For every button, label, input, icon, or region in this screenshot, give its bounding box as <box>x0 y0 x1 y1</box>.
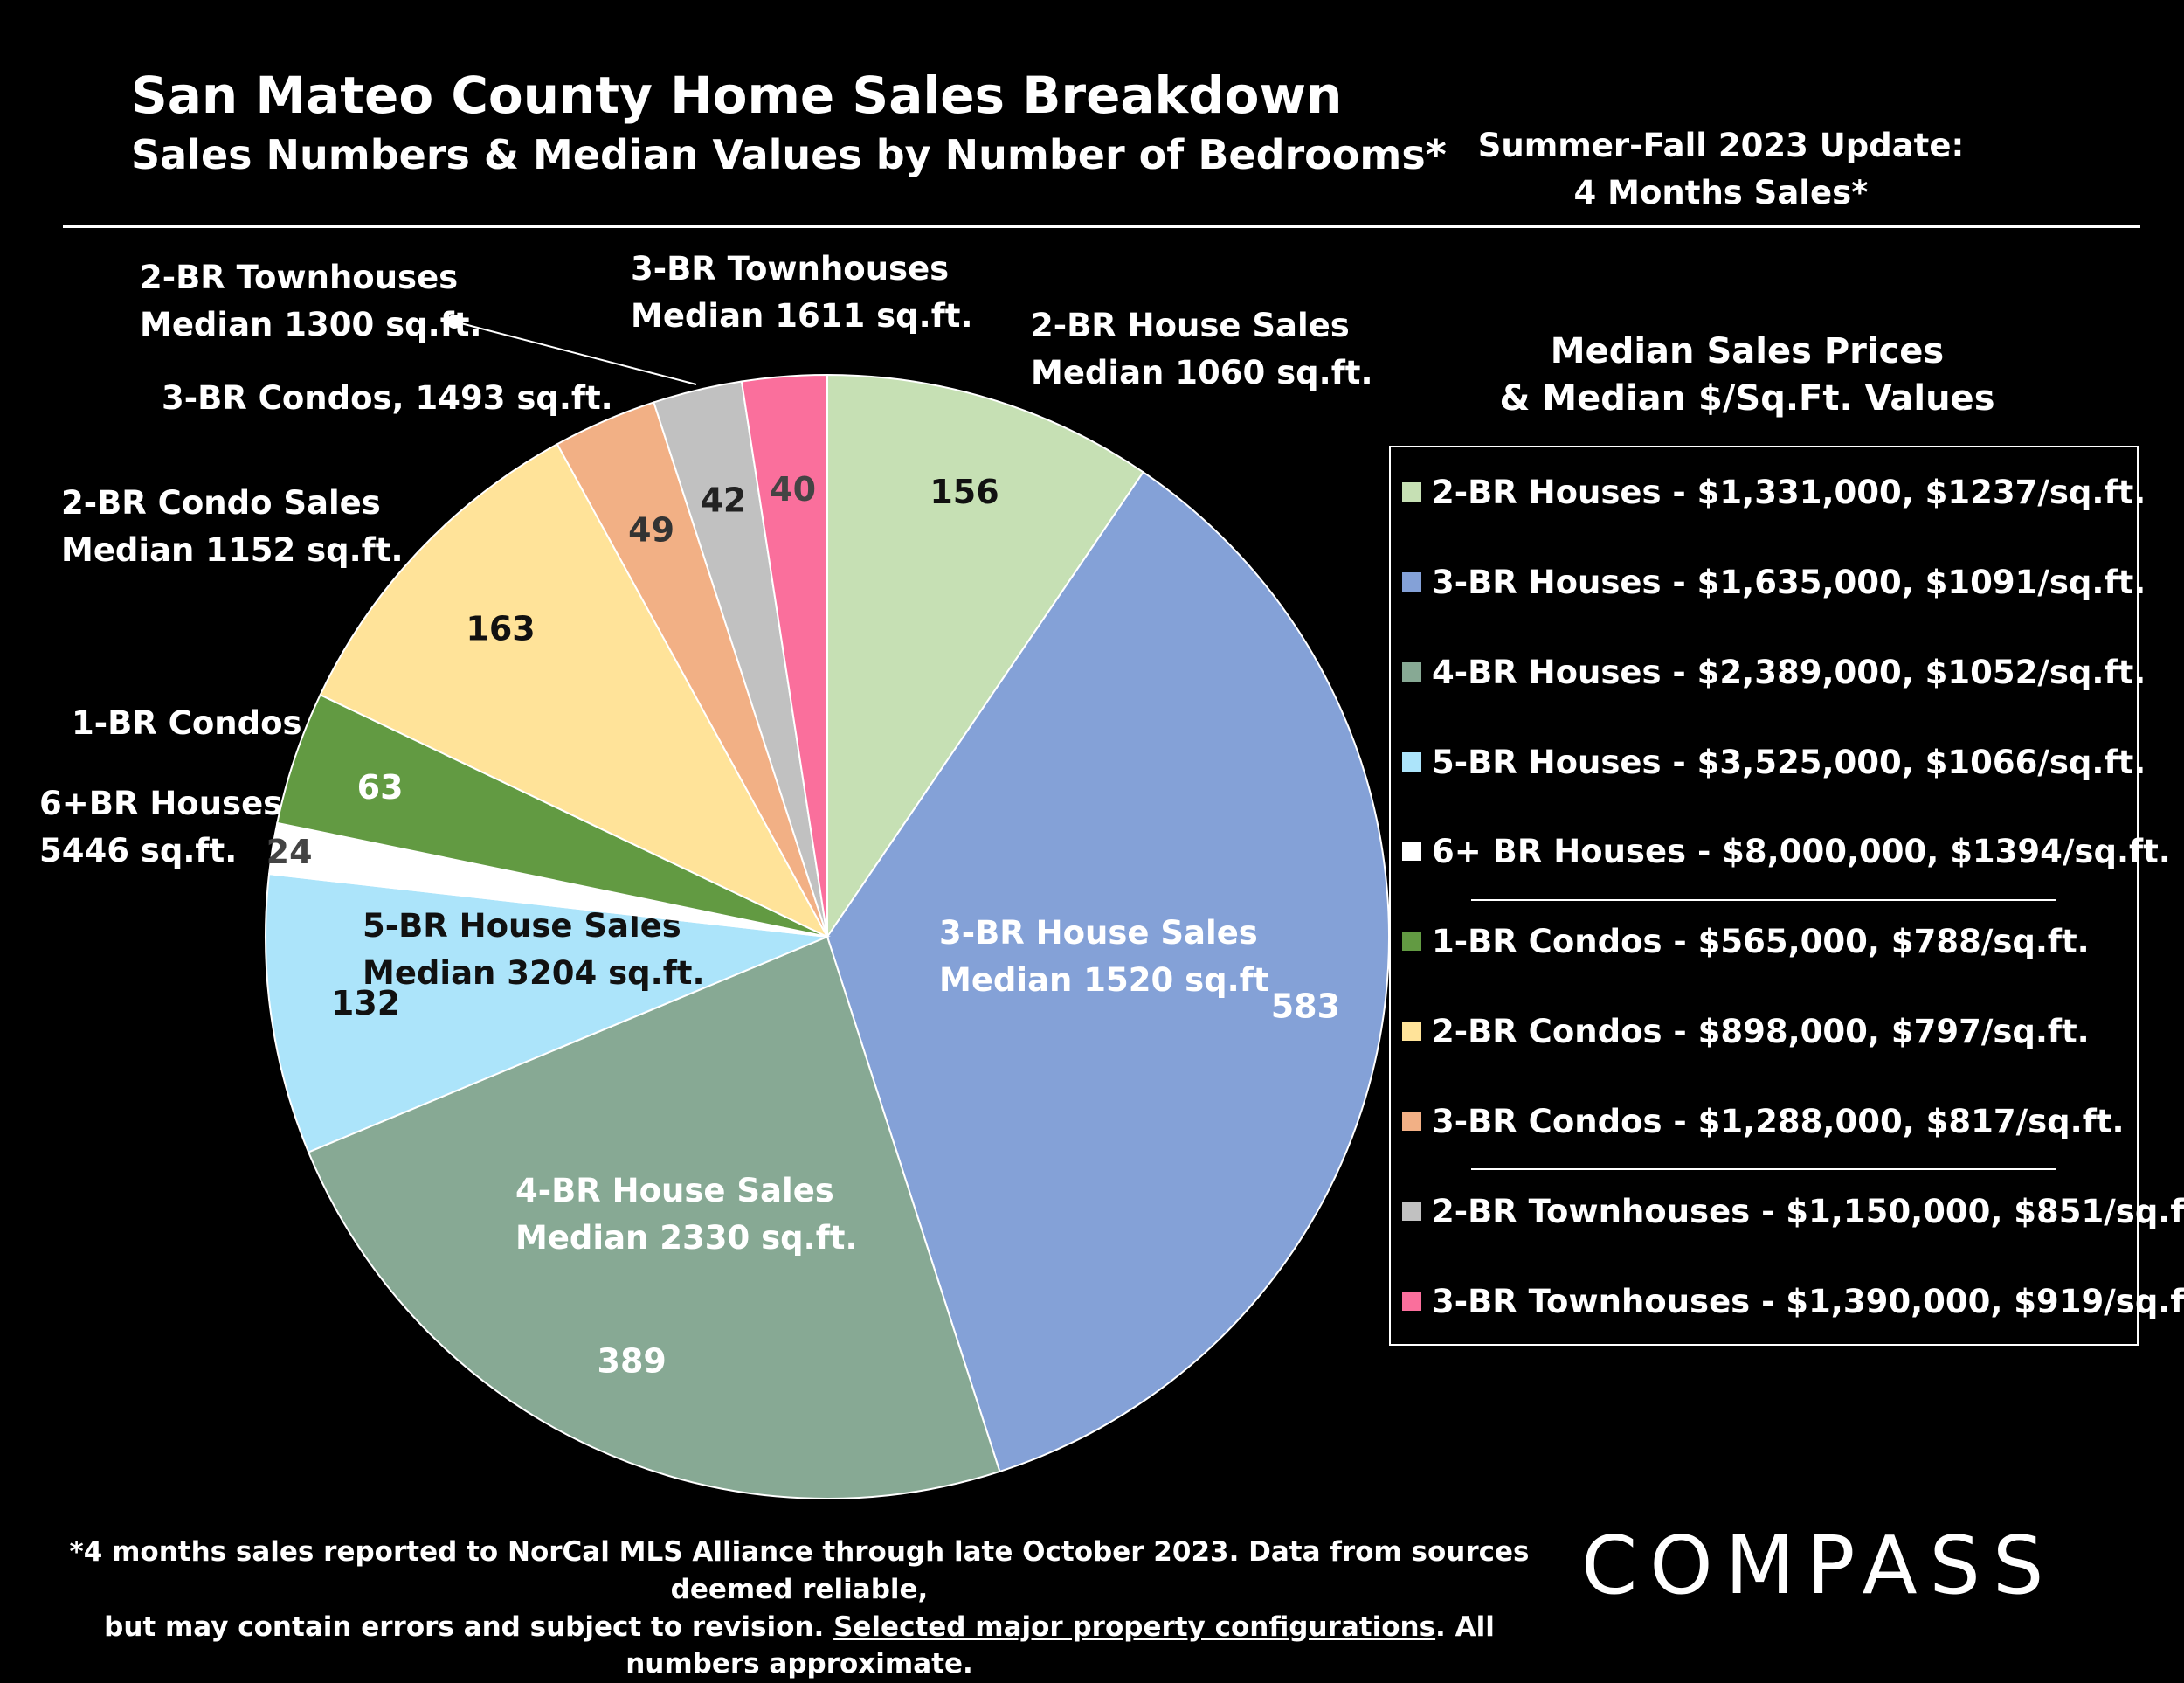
legend-label: 3-BR Houses - $1,635,000, $1091/sq.ft. <box>1432 563 2146 601</box>
slice-callout: 3-BR House Sales Median 1520 sq.ft <box>939 914 1268 999</box>
slice-callout-line: Median 1300 sq.ft. <box>140 306 482 343</box>
slice-callout-line: 2-BR Condo Sales <box>61 484 381 522</box>
slice-value-label: 49 <box>628 511 674 550</box>
slice-callout-line: Median 1060 sq.ft. <box>1031 354 1373 391</box>
legend-item: 2-BR Houses - $1,331,000, $1237/sq.ft. <box>1402 466 2146 518</box>
slice-value-label: 583 <box>1271 987 1340 1026</box>
slice-value-label: 132 <box>331 984 400 1022</box>
slice-callout-line: Median 2330 sq.ft. <box>515 1219 858 1257</box>
legend-title-line-1: Median Sales Prices <box>1550 331 1945 371</box>
legend-title: Median Sales Prices & Median $/Sq.Ft. Va… <box>1441 328 2053 422</box>
update-line-1: Summer-Fall 2023 Update: <box>1477 127 1965 164</box>
legend-item: 4-BR Houses - $2,389,000, $1052/sq.ft. <box>1402 646 2146 698</box>
slice-callout-line: Median 1611 sq.ft. <box>631 297 973 335</box>
legend-swatch <box>1402 932 1421 951</box>
legend-item: 2-BR Condos - $898,000, $797/sq.ft. <box>1402 1005 2090 1057</box>
slice-callout-line: 6+BR Houses <box>39 785 282 822</box>
slice-value-label: 156 <box>930 473 999 511</box>
legend-swatch <box>1402 1202 1421 1221</box>
header-divider <box>63 225 2140 228</box>
callout-leader-dot <box>447 315 461 329</box>
slice-value-label: 24 <box>266 833 313 871</box>
slice-callout-line: 2-BR Townhouses <box>140 259 458 296</box>
slice-value-label: 389 <box>598 1342 667 1381</box>
legend-item: 2-BR Townhouses - $1,150,000, $851/sq.ft… <box>1402 1185 2184 1237</box>
legend-label: 2-BR Condos - $898,000, $797/sq.ft. <box>1432 1012 2090 1050</box>
legend-label: 2-BR Houses - $1,331,000, $1237/sq.ft. <box>1432 473 2146 511</box>
slice-callout: 3-BR Condos, 1493 sq.ft. <box>162 379 613 417</box>
slice-callout: 2-BR Condo Sales Median 1152 sq.ft. <box>61 484 404 569</box>
legend-label: 2-BR Townhouses - $1,150,000, $851/sq.ft… <box>1432 1192 2184 1230</box>
compass-logo: COMPASS <box>1581 1519 2056 1612</box>
chart-title: San Mateo County Home Sales Breakdown <box>131 66 1343 125</box>
slice-callout: 2-BR Townhouses Median 1300 sq.ft. <box>140 259 482 343</box>
slice-callout: 2-BR House Sales Median 1060 sq.ft. <box>1031 307 1373 391</box>
footnote-link: Selected major property configurations <box>833 1610 1436 1643</box>
legend-swatch <box>1402 1022 1421 1041</box>
slice-value-label: 63 <box>357 768 404 807</box>
slice-value-label: 40 <box>770 470 816 509</box>
chart-subtitle: Sales Numbers & Median Values by Number … <box>131 131 1447 178</box>
slice-value-label: 163 <box>466 610 535 648</box>
slice-callout-line: Median 1520 sq.ft <box>939 961 1268 999</box>
legend-label: 3-BR Townhouses - $1,390,000, $919/sq.ft… <box>1432 1282 2184 1320</box>
slice-callout-line: Median 3204 sq.ft. <box>363 954 705 992</box>
legend-label: 1-BR Condos - $565,000, $788/sq.ft. <box>1432 922 2090 960</box>
callout-leader-line <box>453 321 697 385</box>
legend-item: 5-BR Houses - $3,525,000, $1066/sq.ft. <box>1402 736 2146 788</box>
slice-callout: 3-BR Townhouses Median 1611 sq.ft. <box>631 250 973 335</box>
legend-item: 1-BR Condos - $565,000, $788/sq.ft. <box>1402 915 2090 967</box>
legend-swatch <box>1402 1292 1421 1311</box>
pie-slice <box>826 373 1145 940</box>
slice-callout-line: 5446 sq.ft. <box>39 832 237 869</box>
legend-separator <box>1471 899 2056 901</box>
legend-item: 6+ BR Houses - $8,000,000, $1394/sq.ft. <box>1402 825 2171 877</box>
legend-swatch <box>1402 842 1421 861</box>
legend-title-line-2: & Median $/Sq.Ft. Values <box>1499 378 1995 419</box>
pie-slice <box>826 470 1390 1473</box>
slice-callout-line: Median 1152 sq.ft. <box>61 531 404 569</box>
legend-label: 6+ BR Houses - $8,000,000, $1394/sq.ft. <box>1432 832 2171 870</box>
pie-slice <box>740 373 828 938</box>
slice-callout-line: 2-BR House Sales <box>1031 307 1350 344</box>
slice-value-label: 42 <box>700 481 746 520</box>
legend-swatch <box>1402 482 1421 502</box>
footnote-line-2: but may contain errors and subject to re… <box>61 1609 1538 1683</box>
legend-swatch <box>1402 572 1421 592</box>
footnote: *4 months sales reported to NorCal MLS A… <box>61 1534 1538 1683</box>
legend-swatch <box>1402 752 1421 772</box>
pie-slice <box>319 442 830 939</box>
legend-swatch <box>1402 662 1421 682</box>
slice-callout: 6+BR Houses 5446 sq.ft. <box>39 785 282 869</box>
legend-swatch <box>1402 1112 1421 1131</box>
legend-separator <box>1471 1168 2056 1170</box>
legend-label: 5-BR Houses - $3,525,000, $1066/sq.ft. <box>1432 743 2146 781</box>
legend-box <box>1389 446 2139 1346</box>
legend-item: 3-BR Townhouses - $1,390,000, $919/sq.ft… <box>1402 1275 2184 1327</box>
legend-item: 3-BR Houses - $1,635,000, $1091/sq.ft. <box>1402 556 2146 608</box>
slice-callout-line: 3-BR Townhouses <box>631 250 949 287</box>
slice-callout: 1-BR Condos <box>72 704 302 742</box>
slice-callout-line: 1-BR Condos <box>72 704 302 742</box>
legend-label: 4-BR Houses - $2,389,000, $1052/sq.ft. <box>1432 653 2146 691</box>
update-line-2: 4 Months Sales* <box>1573 173 1869 211</box>
slice-callout-line: 3-BR House Sales <box>939 914 1258 952</box>
pie-chart: 156 2-BR House Sales Median 1060 sq.ft. 583… <box>39 250 1390 1499</box>
footnote-line-1: *4 months sales reported to NorCal MLS A… <box>69 1536 1530 1605</box>
legend-item: 3-BR Condos - $1,288,000, $817/sq.ft. <box>1402 1095 2125 1147</box>
legend-label: 3-BR Condos - $1,288,000, $817/sq.ft. <box>1432 1102 2125 1140</box>
pie-slice <box>265 873 831 1153</box>
slice-callout-line: 4-BR House Sales <box>515 1172 834 1209</box>
slice-callout: 4-BR House Sales Median 2330 sq.ft. <box>515 1172 858 1257</box>
update-note: Summer-Fall 2023 Update: 4 Months Sales* <box>1468 122 1974 216</box>
footnote-text: but may contain errors and subject to re… <box>104 1610 834 1643</box>
slice-callout-line: 3-BR Condos, 1493 sq.ft. <box>162 379 613 417</box>
pie-slice <box>307 935 1001 1499</box>
